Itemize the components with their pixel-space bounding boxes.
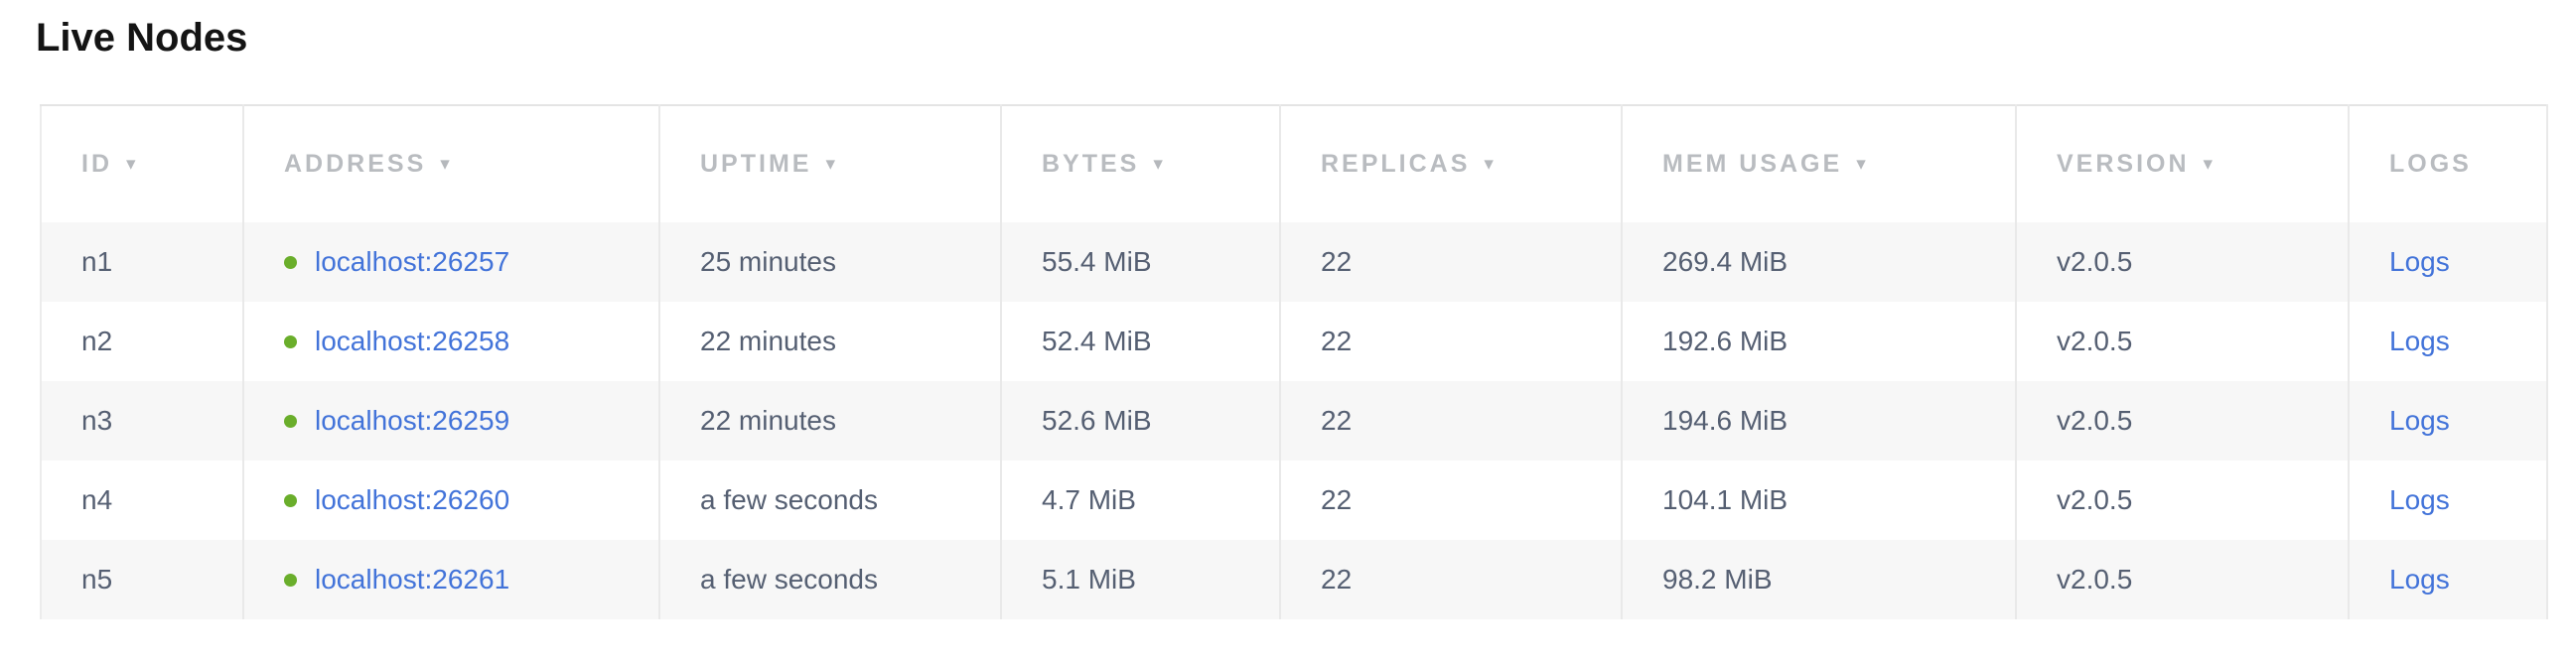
column-header-label: LOGS (2389, 150, 2472, 178)
table-header-row: ID ▾ ADDRESS ▾ UPTIME ▾ BYTES ▾ REPLICAS ▾ ME… (41, 105, 2548, 222)
node-live-status-dot-icon (284, 494, 297, 507)
node-mem-usage-cell: 194.6 MiB (1622, 381, 2017, 461)
node-logs-link[interactable]: Logs (2389, 246, 2450, 277)
column-header-uptime[interactable]: UPTIME ▾ (659, 105, 1002, 222)
node-uptime-cell: a few seconds (659, 461, 1002, 540)
node-id-cell: n3 (41, 381, 244, 461)
node-logs-cell: Logs (2349, 302, 2548, 381)
node-version-cell: v2.0.5 (2016, 302, 2350, 381)
table-row: n1 localhost:26257 25 minutes 55.4 MiB 2… (41, 222, 2548, 302)
page-title: Live Nodes (36, 16, 248, 60)
live-nodes-table-container: ID ▾ ADDRESS ▾ UPTIME ▾ BYTES ▾ REPLICAS ▾ ME… (40, 104, 2548, 619)
node-replicas-cell: 22 (1280, 461, 1623, 540)
node-address-link[interactable]: localhost:26257 (315, 246, 510, 277)
node-logs-link[interactable]: Logs (2389, 564, 2450, 595)
sort-arrow-icon: ▾ (440, 154, 450, 175)
node-logs-cell: Logs (2349, 540, 2548, 619)
column-header-label: REPLICAS (1321, 150, 1471, 178)
node-replicas-cell: 22 (1280, 540, 1623, 619)
node-mem-usage-cell: 192.6 MiB (1622, 302, 2017, 381)
node-version-cell: v2.0.5 (2016, 222, 2350, 302)
node-address-cell: localhost:26258 (243, 302, 660, 381)
node-bytes-cell: 55.4 MiB (1001, 222, 1281, 302)
node-logs-cell: Logs (2349, 461, 2548, 540)
node-replicas-cell: 22 (1280, 381, 1623, 461)
node-address-cell: localhost:26260 (243, 461, 660, 540)
node-address-link[interactable]: localhost:26261 (315, 564, 510, 595)
node-live-status-dot-icon (284, 574, 297, 587)
table-row: n2 localhost:26258 22 minutes 52.4 MiB 2… (41, 302, 2548, 381)
node-id-cell: n1 (41, 222, 244, 302)
node-mem-usage-cell: 104.1 MiB (1622, 461, 2017, 540)
sort-arrow-icon: ▾ (1856, 154, 1866, 175)
node-replicas-cell: 22 (1280, 222, 1623, 302)
node-bytes-cell: 4.7 MiB (1001, 461, 1281, 540)
column-header-address[interactable]: ADDRESS ▾ (243, 105, 660, 222)
node-logs-cell: Logs (2349, 222, 2548, 302)
column-header-id[interactable]: ID ▾ (41, 105, 244, 222)
node-address-link[interactable]: localhost:26260 (315, 484, 510, 515)
column-header-label: VERSION (2057, 150, 2190, 178)
node-address-cell: localhost:26261 (243, 540, 660, 619)
sort-arrow-icon: ▾ (1484, 154, 1494, 175)
node-logs-cell: Logs (2349, 381, 2548, 461)
column-header-label: ID (81, 150, 112, 178)
sort-arrow-icon: ▾ (825, 154, 835, 175)
live-nodes-table: ID ▾ ADDRESS ▾ UPTIME ▾ BYTES ▾ REPLICAS ▾ ME… (40, 104, 2548, 619)
column-header-mem-usage[interactable]: MEM USAGE ▾ (1622, 105, 2017, 222)
node-uptime-cell: a few seconds (659, 540, 1002, 619)
node-replicas-cell: 22 (1280, 302, 1623, 381)
sort-arrow-icon: ▾ (126, 154, 136, 175)
node-id-cell: n4 (41, 461, 244, 540)
node-uptime-cell: 22 minutes (659, 381, 1002, 461)
node-bytes-cell: 5.1 MiB (1001, 540, 1281, 619)
node-version-cell: v2.0.5 (2016, 461, 2350, 540)
column-header-bytes[interactable]: BYTES ▾ (1001, 105, 1281, 222)
column-header-label: BYTES (1042, 150, 1140, 178)
node-uptime-cell: 25 minutes (659, 222, 1002, 302)
column-header-label: MEM USAGE (1662, 150, 1843, 178)
node-live-status-dot-icon (284, 256, 297, 269)
node-bytes-cell: 52.4 MiB (1001, 302, 1281, 381)
node-id-cell: n5 (41, 540, 244, 619)
node-mem-usage-cell: 269.4 MiB (1622, 222, 2017, 302)
node-address-link[interactable]: localhost:26258 (315, 326, 510, 356)
node-address-cell: localhost:26257 (243, 222, 660, 302)
node-version-cell: v2.0.5 (2016, 540, 2350, 619)
sort-arrow-icon: ▾ (2203, 154, 2214, 175)
node-bytes-cell: 52.6 MiB (1001, 381, 1281, 461)
node-version-cell: v2.0.5 (2016, 381, 2350, 461)
column-header-label: ADDRESS (284, 150, 427, 178)
column-header-replicas[interactable]: REPLICAS ▾ (1280, 105, 1623, 222)
node-live-status-dot-icon (284, 415, 297, 428)
node-uptime-cell: 22 minutes (659, 302, 1002, 381)
table-row: n3 localhost:26259 22 minutes 52.6 MiB 2… (41, 381, 2548, 461)
node-live-status-dot-icon (284, 335, 297, 348)
node-address-cell: localhost:26259 (243, 381, 660, 461)
node-id-cell: n2 (41, 302, 244, 381)
sort-arrow-icon: ▾ (1153, 154, 1163, 175)
node-logs-link[interactable]: Logs (2389, 326, 2450, 356)
table-row: n5 localhost:26261 a few seconds 5.1 MiB… (41, 540, 2548, 619)
column-header-version[interactable]: VERSION ▾ (2016, 105, 2350, 222)
table-row: n4 localhost:26260 a few seconds 4.7 MiB… (41, 461, 2548, 540)
column-header-logs: LOGS (2349, 105, 2548, 222)
node-mem-usage-cell: 98.2 MiB (1622, 540, 2017, 619)
node-logs-link[interactable]: Logs (2389, 484, 2450, 515)
node-logs-link[interactable]: Logs (2389, 405, 2450, 436)
node-address-link[interactable]: localhost:26259 (315, 405, 510, 436)
column-header-label: UPTIME (700, 150, 812, 178)
